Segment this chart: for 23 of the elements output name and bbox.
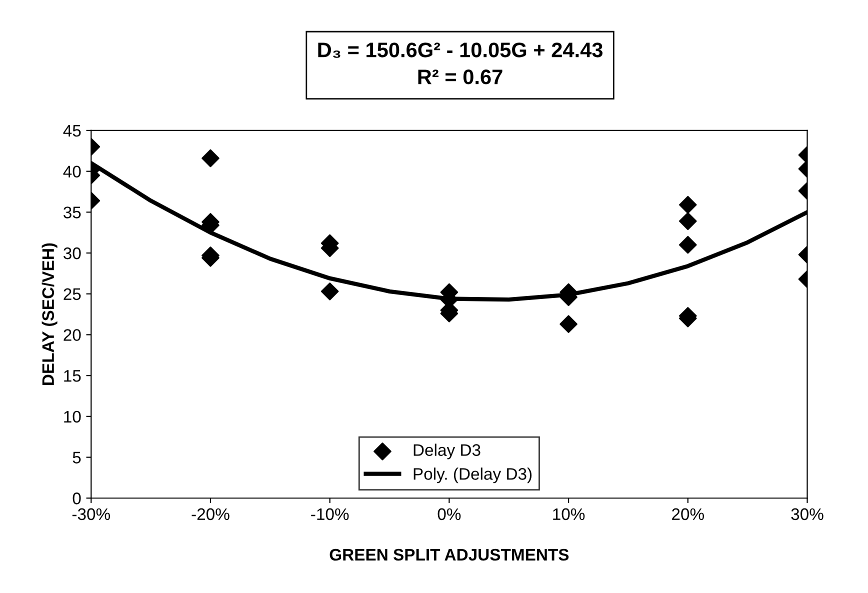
y-tick-label: 45 <box>63 125 81 137</box>
y-tick-label: 20 <box>64 329 81 341</box>
y-tick-label: 25 <box>64 288 81 300</box>
text: R² = 0.67 <box>418 70 502 84</box>
x-tick-label: 10% <box>553 508 585 520</box>
x-tick-label: 0% <box>438 508 461 520</box>
text: D₃ = 150.6G² - 10.05G + 24.43 <box>318 42 603 58</box>
x-axis-title: GREEN SPLIT ADJUSTMENTS <box>330 548 569 561</box>
y-tick-label: 35 <box>64 206 81 218</box>
y-tick-label: 0 <box>72 492 81 504</box>
x-tick-label: -10% <box>311 508 349 520</box>
y-tick-label: 30 <box>64 247 81 260</box>
y-tick-label: 15 <box>64 370 81 382</box>
x-tick-label: -30% <box>72 508 110 520</box>
x-tick-label: 20% <box>672 508 704 520</box>
y-axis-title: DELAY (SEC/VEH) <box>42 243 58 385</box>
y-tick-label: 5 <box>72 452 81 464</box>
y-tick-label: 10 <box>64 410 81 423</box>
legend-label: Delay D3 <box>414 444 480 460</box>
y-tick-label: 40 <box>63 166 81 178</box>
legend-label: Poly. (Delay D3) <box>414 468 532 484</box>
x-tick-label: 30% <box>791 508 824 520</box>
x-tick-label: -20% <box>192 508 230 520</box>
